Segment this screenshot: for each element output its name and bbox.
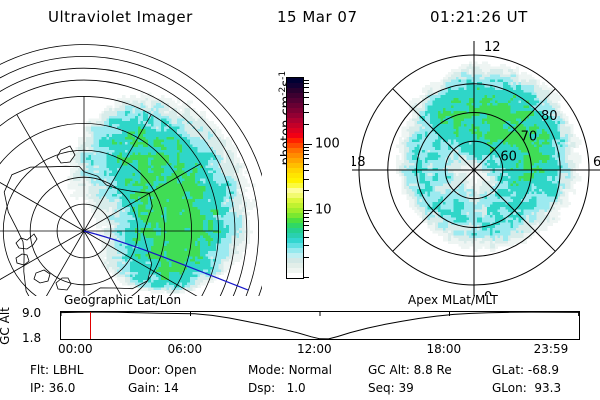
geographic-plot[interactable] [0, 38, 262, 296]
status-seq: Seq: 39 [368, 381, 414, 395]
colorbar-band [287, 143, 303, 148]
colorbar-band [287, 253, 303, 258]
colorbar-band [287, 103, 303, 108]
mlat-label-70: 70 [521, 129, 538, 144]
terminator-line [83, 230, 249, 291]
colorbar-band [287, 93, 303, 98]
colorbar-band [287, 88, 303, 93]
coastline [3, 145, 153, 296]
aurora-emission [67, 92, 256, 294]
status-ip: IP: 36.0 [30, 381, 76, 395]
mlat-label-80: 80 [541, 109, 558, 124]
mlat-label-60: 60 [500, 150, 517, 165]
colorbar-gradient [286, 77, 304, 279]
colorbar-band [287, 243, 303, 248]
colorbar-band [287, 203, 303, 208]
colorbar-band [287, 158, 303, 163]
geographic-plot-caption: Geographic Lat/Lon [64, 293, 182, 307]
status-door: Door: Open [128, 363, 197, 377]
status-glat: GLat: -68.9 [492, 363, 559, 377]
mlt-label-6: 6 [593, 155, 600, 170]
orbit-ytick-min: 1.8 [22, 331, 42, 345]
colorbar-band [287, 153, 303, 158]
colorbar-band [287, 263, 303, 268]
current-time-marker [90, 312, 92, 339]
status-bar: Flt: LBHL IP: 36.0 Door: Open Gain: 14 M… [0, 360, 600, 400]
header: Ultraviolet Imager 15 Mar 07 01:21:26 UT [0, 0, 600, 34]
colorbar-band [287, 273, 303, 278]
colorbar-band [287, 238, 303, 243]
colorbar-band [287, 183, 303, 188]
page-title: Ultraviolet Imager [48, 8, 193, 26]
orbit-xtick-4: 23:59 [533, 342, 569, 356]
altitude-curve [61, 312, 579, 339]
outer-arcs [0, 44, 262, 296]
status-gain: Gain: 14 [128, 381, 179, 395]
colorbar-band [287, 108, 303, 113]
colorbar-band [287, 113, 303, 118]
colorbar-band [287, 218, 303, 223]
colorbar-band [287, 178, 303, 183]
status-gc-alt: GC Alt: 8.8 Re [368, 363, 452, 377]
status-flt: Flt: LBHL [30, 363, 84, 377]
colorbar-band [287, 223, 303, 228]
apex-plot-caption: Apex MLat/MLT [408, 293, 498, 307]
colorbar-label-100: 100 [315, 136, 340, 152]
colorbar-band [287, 173, 303, 178]
colorbar-band [287, 78, 303, 83]
mlt-label-18: 18 [352, 155, 366, 170]
observation-date: 15 Mar 07 [277, 8, 358, 26]
colorbar-band [287, 123, 303, 128]
colorbar-band [287, 268, 303, 273]
colorbar-band [287, 128, 303, 133]
colorbar-band [287, 118, 303, 123]
colorbar-band [287, 248, 303, 253]
orbit-xtick-2: 12:00 [297, 342, 332, 356]
mlt-label-0: 0 [484, 290, 492, 296]
orbit-altitude-plot[interactable]: GC Alt 9.0 1.8 00:00 06:00 12:00 18:00 23:59 [0, 300, 600, 356]
graticule [0, 96, 219, 296]
orbit-ytick-max: 9.0 [22, 306, 42, 320]
colorbar-band [287, 208, 303, 213]
colorbar-band [287, 228, 303, 233]
colorbar-band [287, 138, 303, 143]
colorbar-band [287, 83, 303, 88]
colorbar-band [287, 163, 303, 168]
status-mode: Mode: Normal [248, 363, 332, 377]
colorbar-band [287, 133, 303, 138]
colorbar-ticks [303, 77, 312, 279]
colorbar-band [287, 193, 303, 198]
orbit-xtick-1: 06:00 [167, 342, 203, 356]
mlat-graticule [352, 41, 600, 296]
colorbar-label-10: 10 [315, 202, 332, 218]
colorbar: photon cm-2s-1 100 10 [262, 40, 354, 298]
status-glon: GLon: 93.3 [492, 381, 562, 395]
colorbar-band [287, 198, 303, 203]
orbit-xtick-3: 18:00 [426, 342, 462, 356]
colorbar-band [287, 258, 303, 263]
observation-time: 01:21:26 UT [430, 8, 528, 26]
colorbar-band [287, 233, 303, 238]
orbit-xtick-0: 00:00 [58, 342, 93, 356]
colorbar-band [287, 148, 303, 153]
colorbar-band [287, 213, 303, 218]
colorbar-band [287, 98, 303, 103]
colorbar-band [287, 168, 303, 173]
status-dsp: Dsp: 1.0 [248, 381, 306, 395]
orbit-frame [60, 311, 580, 340]
colorbar-band [287, 188, 303, 193]
mlt-label-12: 12 [484, 40, 501, 55]
